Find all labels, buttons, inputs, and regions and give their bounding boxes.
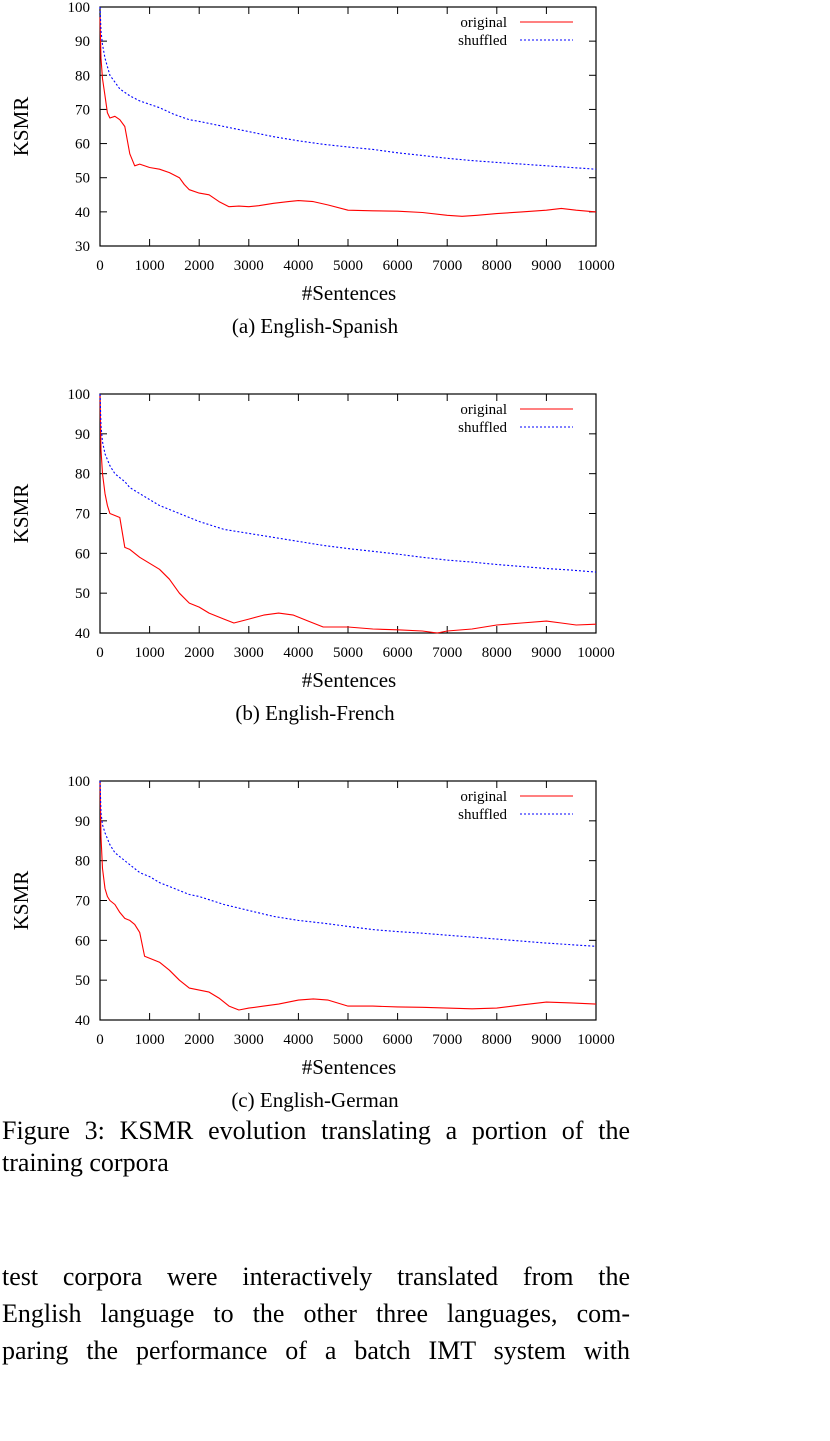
x-tick-label: 6000 <box>383 1032 413 1048</box>
x-tick-label: 3000 <box>234 1032 264 1048</box>
plot-frame <box>99 780 597 1021</box>
x-tick-label: 8000 <box>482 1032 512 1048</box>
x-tick-label: 10000 <box>577 645 615 661</box>
subfigure-caption-english-german: (c) English-German <box>231 1088 399 1112</box>
subfigure-caption-english-spanish: (a) English-Spanish <box>232 314 399 338</box>
x-tick-label: 5000 <box>333 258 363 274</box>
x-tick-label: 9000 <box>531 1032 561 1048</box>
y-tick-label: 80 <box>75 854 90 870</box>
y-tick-label: 100 <box>68 774 91 790</box>
series-line-shuffled <box>99 393 597 573</box>
legend-label-original: original <box>460 15 507 31</box>
series-line-shuffled <box>99 780 597 947</box>
y-tick-label: 50 <box>75 973 90 989</box>
y-tick-label: 60 <box>75 546 90 562</box>
y-tick-label: 80 <box>75 68 90 84</box>
y-tick-label: 50 <box>75 586 90 602</box>
x-tick-label: 0 <box>96 1032 104 1048</box>
y-tick-label: 60 <box>75 137 90 153</box>
legend-label-shuffled: shuffled <box>458 33 507 49</box>
y-tick-label: 40 <box>75 626 90 642</box>
x-tick-label: 8000 <box>482 645 512 661</box>
plot-frame <box>99 393 597 634</box>
y-axis-label: KSMR <box>9 97 33 157</box>
series-line-original <box>99 393 597 634</box>
x-tick-label: 8000 <box>482 258 512 274</box>
x-tick-label: 1000 <box>135 645 165 661</box>
y-tick-label: 70 <box>75 507 90 523</box>
x-axis-label: #Sentences <box>302 281 396 305</box>
x-tick-label: 6000 <box>383 258 413 274</box>
legend-label-original: original <box>460 402 507 418</box>
y-tick-label: 30 <box>75 239 90 255</box>
y-tick-label: 100 <box>68 0 91 16</box>
x-tick-label: 9000 <box>531 645 561 661</box>
x-tick-label: 2000 <box>184 645 214 661</box>
x-tick-label: 9000 <box>531 258 561 274</box>
x-tick-label: 3000 <box>234 645 264 661</box>
x-axis-label: #Sentences <box>302 1055 396 1079</box>
body-text-line-3: paring the performance of a batch IMT sy… <box>2 1336 630 1365</box>
x-tick-label: 2000 <box>184 258 214 274</box>
y-tick-label: 90 <box>75 427 90 443</box>
legend-label-shuffled: shuffled <box>458 420 507 436</box>
y-tick-label: 60 <box>75 933 90 949</box>
x-tick-label: 7000 <box>432 1032 462 1048</box>
x-tick-label: 7000 <box>432 258 462 274</box>
y-tick-label: 40 <box>75 1013 90 1029</box>
series-line-shuffled <box>99 6 597 170</box>
x-tick-label: 3000 <box>234 258 264 274</box>
y-tick-label: 90 <box>75 34 90 50</box>
y-tick-label: 100 <box>68 387 91 403</box>
x-tick-label: 1000 <box>135 258 165 274</box>
series-line-original <box>99 17 597 217</box>
y-tick-label: 80 <box>75 467 90 483</box>
x-axis-label: #Sentences <box>302 668 396 692</box>
body-text-line-2: English language to the other three lang… <box>2 1299 630 1328</box>
x-tick-label: 6000 <box>383 645 413 661</box>
x-tick-label: 4000 <box>283 645 313 661</box>
x-tick-label: 0 <box>96 258 104 274</box>
x-tick-label: 10000 <box>577 1032 615 1048</box>
figure-caption: Figure 3: KSMR evolution translating a p… <box>2 1116 630 1177</box>
legend-label-original: original <box>460 789 507 805</box>
y-tick-label: 40 <box>75 205 90 221</box>
subfigure-caption-english-french: (b) English-French <box>235 701 395 725</box>
series-line-original <box>99 780 597 1011</box>
x-tick-label: 4000 <box>283 258 313 274</box>
x-tick-label: 5000 <box>333 1032 363 1048</box>
y-axis-label: KSMR <box>9 484 33 544</box>
x-tick-label: 7000 <box>432 645 462 661</box>
x-tick-label: 5000 <box>333 645 363 661</box>
y-tick-label: 50 <box>75 171 90 187</box>
y-axis-label: KSMR <box>9 871 33 931</box>
y-tick-label: 70 <box>75 894 90 910</box>
x-tick-label: 2000 <box>184 1032 214 1048</box>
x-tick-label: 10000 <box>577 258 615 274</box>
legend-label-shuffled: shuffled <box>458 807 507 823</box>
x-tick-label: 1000 <box>135 1032 165 1048</box>
x-tick-label: 0 <box>96 645 104 661</box>
body-text-line-1: test corpora were interactively translat… <box>2 1262 630 1291</box>
y-tick-label: 70 <box>75 102 90 118</box>
x-tick-label: 4000 <box>283 1032 313 1048</box>
y-tick-label: 90 <box>75 814 90 830</box>
